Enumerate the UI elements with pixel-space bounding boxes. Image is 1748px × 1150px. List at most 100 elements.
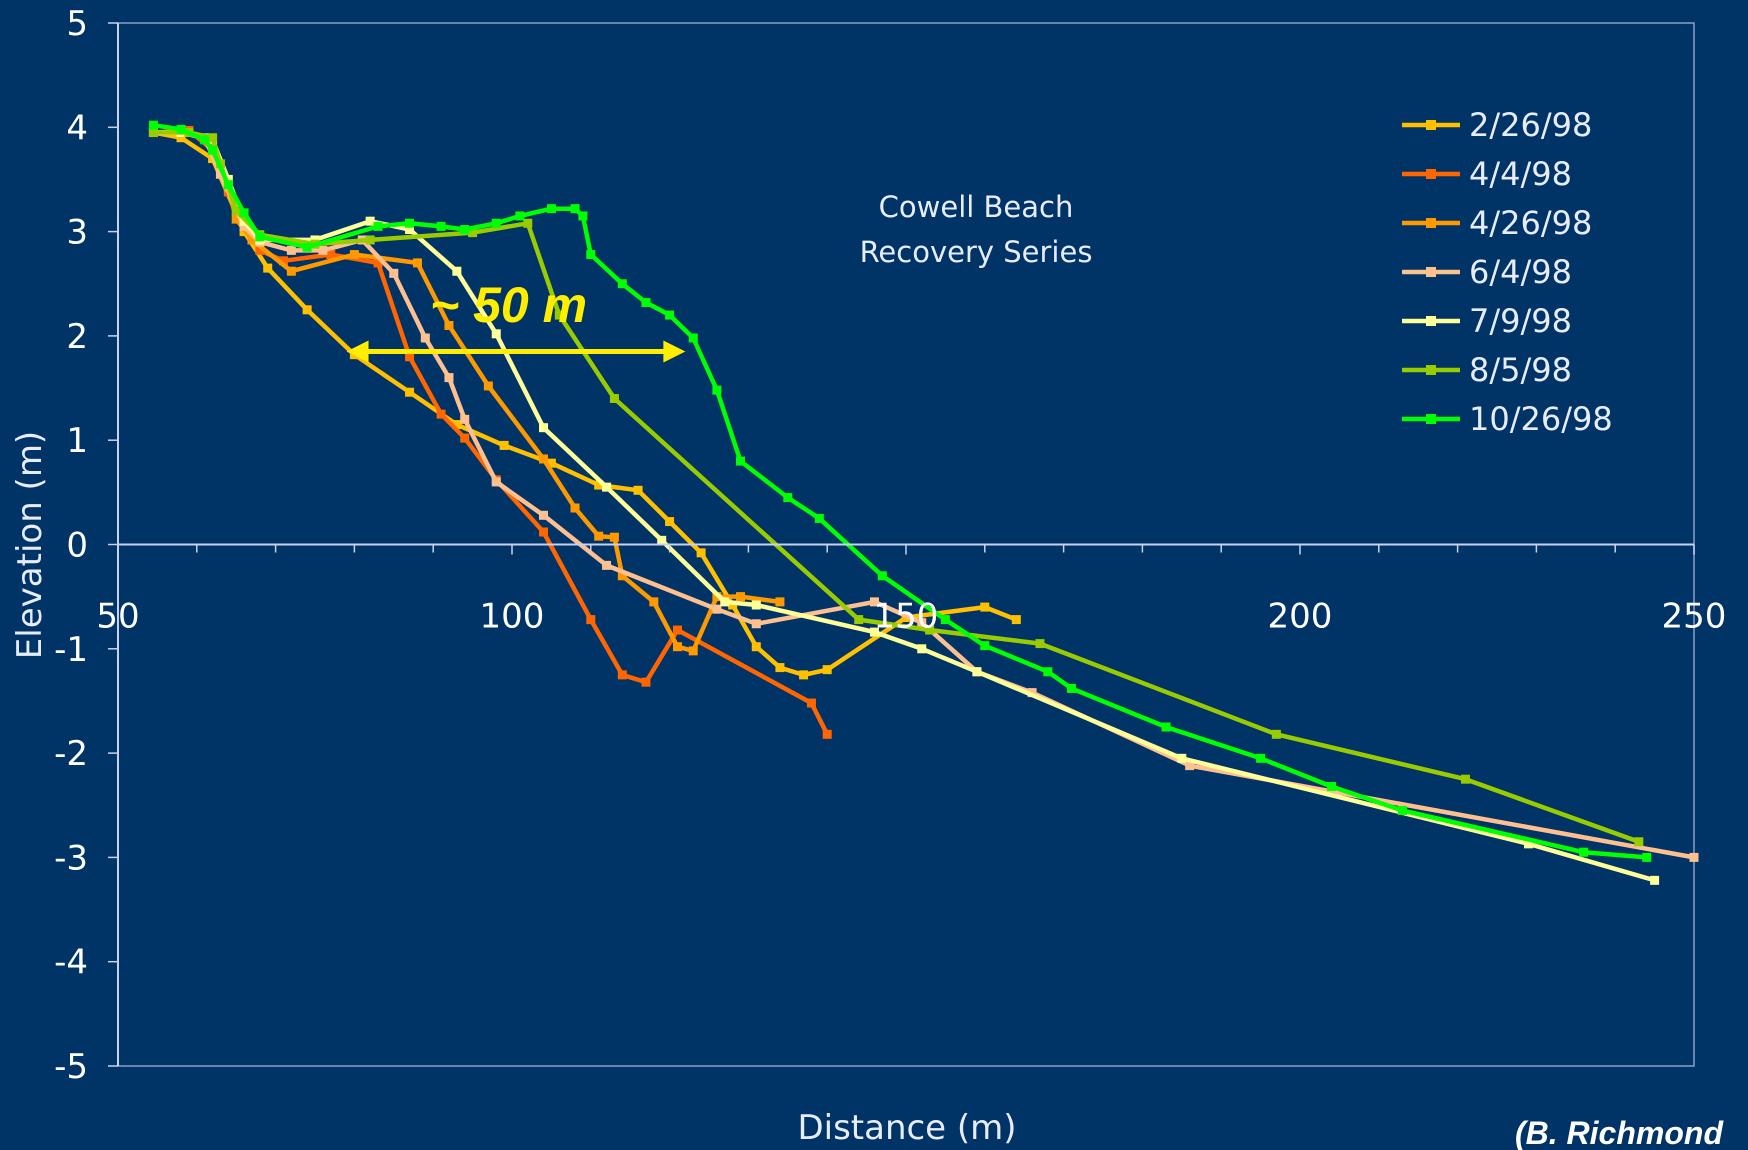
data-point xyxy=(602,482,612,492)
y-tick-label: 4 xyxy=(66,108,88,148)
data-point xyxy=(609,532,619,542)
series-line xyxy=(151,128,830,737)
data-point xyxy=(586,250,596,260)
legend-swatch-marker xyxy=(1426,316,1436,326)
legend-swatch-marker xyxy=(1426,218,1436,228)
data-point xyxy=(239,221,249,231)
legend-item: 4/4/98 xyxy=(1402,155,1572,193)
chart-title: Cowell Beach Recovery Series xyxy=(860,190,1093,269)
data-point xyxy=(405,225,415,235)
data-point xyxy=(617,279,627,289)
data-point xyxy=(318,245,328,255)
data-point xyxy=(208,145,218,155)
data-point xyxy=(972,667,982,677)
data-point xyxy=(688,646,698,656)
data-point xyxy=(814,513,824,523)
data-point xyxy=(436,221,446,231)
data-point xyxy=(940,615,950,625)
x-tick-label: 50 xyxy=(96,597,139,637)
data-point xyxy=(570,204,580,214)
axes: 50 100 150 200 250 5 4 3 2 1 0 -1 -2 -3 -4 -5 xyxy=(54,4,1726,1087)
data-point xyxy=(365,235,375,245)
data-point xyxy=(822,665,832,675)
data-point xyxy=(822,729,832,739)
data-point xyxy=(286,245,296,255)
data-point xyxy=(672,625,682,635)
series-lines xyxy=(148,120,1699,885)
annotation-arrowhead-left xyxy=(346,340,369,363)
data-point xyxy=(278,256,288,266)
data-point xyxy=(1185,761,1195,771)
legend-label: 6/4/98 xyxy=(1469,253,1572,291)
data-point xyxy=(148,128,158,138)
series-4-26-98 xyxy=(148,128,785,656)
data-point xyxy=(412,258,422,268)
data-point xyxy=(665,517,675,527)
data-point xyxy=(373,221,383,231)
y-tick-label: -3 xyxy=(54,838,88,878)
data-point xyxy=(854,615,864,625)
data-point xyxy=(247,235,257,245)
annotation-label: ~ 50 m xyxy=(430,277,587,333)
data-point xyxy=(263,263,273,273)
y-tick-label: 0 xyxy=(66,526,88,566)
data-point xyxy=(665,310,675,320)
legend-item: 2/26/98 xyxy=(1402,106,1592,144)
data-point xyxy=(223,180,233,190)
legend-swatch-marker xyxy=(1426,120,1436,130)
data-point xyxy=(491,477,501,487)
data-point xyxy=(712,385,722,395)
data-point xyxy=(349,250,359,260)
annotation: ~ 50 m xyxy=(346,277,686,363)
data-point xyxy=(215,169,225,179)
chart-title-line-1: Cowell Beach xyxy=(879,190,1074,224)
data-point xyxy=(539,510,549,520)
data-point xyxy=(751,642,761,652)
data-point xyxy=(420,333,430,343)
data-point xyxy=(578,211,588,221)
data-point xyxy=(326,250,336,260)
data-point xyxy=(546,458,556,468)
data-point xyxy=(1043,667,1053,677)
data-point xyxy=(869,627,879,637)
data-point xyxy=(405,218,415,228)
y-tick-label: 2 xyxy=(66,317,88,357)
data-point xyxy=(365,216,375,226)
data-point xyxy=(302,305,312,315)
data-point xyxy=(1397,805,1407,815)
data-point xyxy=(176,133,186,143)
data-point xyxy=(239,208,249,218)
data-point xyxy=(586,615,596,625)
chart-title-line-2: Recovery Series xyxy=(860,235,1093,269)
data-point xyxy=(499,440,509,450)
data-point xyxy=(925,625,935,635)
data-point xyxy=(1256,753,1266,763)
data-point xyxy=(208,133,218,143)
data-point xyxy=(696,548,706,558)
y-tick-label: 1 xyxy=(66,421,88,461)
data-point xyxy=(554,310,564,320)
data-point xyxy=(523,218,533,228)
data-point xyxy=(728,600,738,610)
data-point xyxy=(483,381,493,391)
data-point xyxy=(405,352,415,362)
data-point xyxy=(1035,639,1045,649)
data-point xyxy=(917,618,927,628)
data-point xyxy=(255,245,265,255)
data-point xyxy=(775,663,785,673)
data-point xyxy=(176,124,186,134)
data-point xyxy=(452,420,462,430)
y-tick-label: 3 xyxy=(66,213,88,253)
data-point xyxy=(255,232,265,242)
data-point xyxy=(1689,852,1699,862)
data-point xyxy=(736,592,746,602)
data-point xyxy=(389,268,399,278)
data-point xyxy=(1011,615,1021,625)
data-point xyxy=(1161,722,1171,732)
legend-label: 10/26/98 xyxy=(1469,400,1613,438)
data-point xyxy=(539,527,549,537)
data-point xyxy=(877,571,887,581)
legend: 2/26/98 4/4/98 4/26/98 6/4/98 7/9/98 8/5/98 10… xyxy=(1402,106,1613,438)
legend-item: 4/26/98 xyxy=(1402,204,1592,242)
data-point xyxy=(302,242,312,252)
